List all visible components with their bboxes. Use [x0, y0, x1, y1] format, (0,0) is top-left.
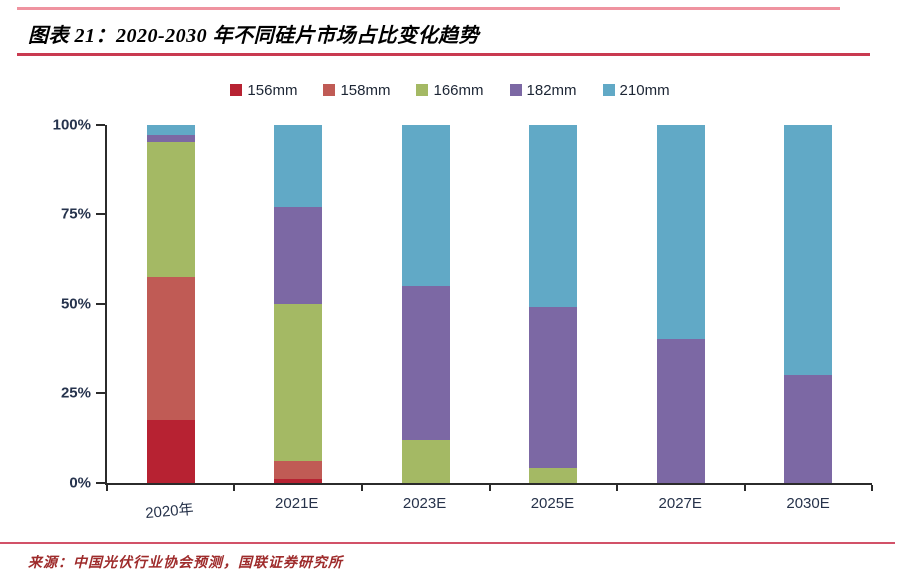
bar-segment-210mm [656, 124, 705, 340]
title-underline-rule [17, 53, 870, 56]
x-axis-label: 2021E [275, 494, 319, 512]
y-axis-tick-mark [96, 481, 105, 484]
chart-legend: 156mm 158mm 166mm 182mm 210mm [0, 82, 900, 99]
y-axis-tick-mark [96, 123, 105, 126]
stacked-bar-2030E [784, 124, 833, 483]
legend-label: 210mm [619, 81, 670, 99]
stacked-bar-2027E [656, 124, 705, 483]
legend-label: 156mm [247, 81, 298, 99]
x-axis-labels: 2020年 2021E 2023E 2025E 2027E 2030E [105, 494, 872, 522]
y-axis-tick-label: 100% [52, 116, 91, 133]
y-axis-tick-label: 25% [60, 384, 91, 402]
stacked-bar-2023E [401, 124, 450, 483]
bar-segment-182mm [529, 307, 578, 469]
bar-segment-210mm [784, 124, 833, 376]
legend-swatch-icon [230, 84, 243, 96]
stacked-bar-2025E [529, 124, 578, 483]
legend-label: 182mm [526, 81, 577, 99]
x-axis-label: 2023E [402, 494, 447, 512]
legend-item-158mm: 158mm [323, 82, 390, 99]
bar-segment-156mm [274, 478, 323, 483]
legend-item-182mm: 182mm [509, 81, 577, 99]
stacked-bar-2021E [274, 124, 323, 483]
source-note: 来源：中国光伏行业协会预测，国联证券研究所 [28, 556, 343, 571]
legend-item-210mm: 210mm [602, 81, 670, 99]
bar-segment-210mm [274, 124, 323, 207]
x-axis-label: 2030E [786, 494, 830, 512]
x-axis-tick-mark [488, 484, 491, 491]
bars-container [107, 124, 872, 483]
header-top-rule [17, 7, 840, 10]
bar-segment-182mm [146, 135, 195, 143]
bar-segment-156mm [146, 419, 195, 483]
stacked-bar-2020年 [146, 124, 195, 483]
bar-segment-182mm [784, 375, 833, 483]
bar-segment-182mm [274, 206, 323, 304]
bar-segment-166mm [146, 142, 195, 277]
x-axis-tick-mark [871, 484, 873, 491]
y-axis-tick-mark [96, 392, 105, 394]
legend-item-156mm: 156mm [230, 82, 297, 99]
bar-segment-182mm [656, 339, 705, 483]
chart-title: 图表 21：2020-2030 年不同硅片市场占比变化趋势 [28, 25, 480, 47]
x-axis-tick-mark [233, 484, 236, 491]
x-axis-label: 2027E [658, 494, 702, 512]
bar-segment-210mm [401, 124, 450, 286]
legend-label: 166mm [433, 81, 484, 99]
footer-rule [0, 541, 895, 544]
bar-segment-210mm [529, 124, 578, 308]
bar-segment-182mm [401, 285, 450, 440]
legend-swatch-icon [416, 84, 429, 96]
bar-segment-166mm [401, 439, 450, 483]
bar-segment-158mm [274, 461, 323, 479]
bar-segment-166mm [529, 468, 578, 483]
y-axis-tick-label: 0% [69, 474, 91, 491]
y-axis-tick-mark [96, 302, 105, 305]
plot-area: 100% 75% 50% 25% 0% [53, 117, 873, 491]
legend-label: 158mm [340, 81, 391, 99]
legend-swatch-icon [323, 84, 336, 96]
legend-swatch-icon [602, 84, 615, 96]
x-axis-tick-mark [106, 484, 108, 491]
bar-segment-210mm [146, 124, 195, 136]
bar-segment-158mm [146, 276, 195, 420]
bar-segment-166mm [274, 303, 323, 462]
x-axis-tick-mark [743, 484, 746, 491]
x-axis-tick-mark [615, 484, 618, 491]
x-axis-label: 2025E [530, 494, 575, 512]
x-axis-tick-mark [360, 484, 363, 491]
y-axis-tick-label: 50% [60, 295, 91, 312]
y-axis-tick-mark [96, 213, 105, 215]
legend-swatch-icon [509, 84, 522, 96]
x-axis-label: 2020年 [144, 500, 195, 522]
y-axis-tick-label: 75% [60, 205, 91, 223]
legend-item-166mm: 166mm [416, 81, 484, 99]
